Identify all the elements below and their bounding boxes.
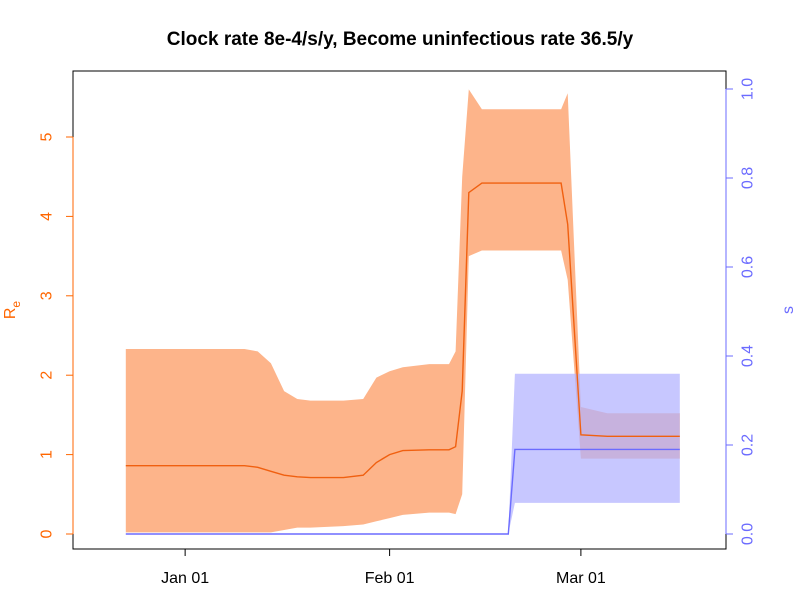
lines-layer <box>125 182 680 535</box>
chart-title: Clock rate 8e-4/s/y, Become uninfectious… <box>167 29 634 50</box>
x-tick-label: Mar 01 <box>556 570 606 587</box>
right-tick-label: 0.6 <box>740 256 757 278</box>
left-tick-label: 1 <box>39 450 56 459</box>
left-axis-label-main: R <box>2 308 19 320</box>
left-tick-label: 5 <box>39 132 56 141</box>
median-line-series-0 <box>125 182 680 479</box>
right-tick-label: 0.8 <box>740 167 757 189</box>
left-tick-label: 4 <box>39 212 56 221</box>
band-series-1 <box>125 373 680 534</box>
left-tick-label: 0 <box>39 529 56 538</box>
right-tick-label: 0.2 <box>740 434 757 456</box>
median-line-series-1 <box>125 448 680 535</box>
bands-layer <box>125 89 680 534</box>
x-tick-label: Feb 01 <box>365 570 415 587</box>
band-series-0 <box>125 89 680 533</box>
right-tick-label: 1.0 <box>740 78 757 100</box>
x-tick-label: Jan 01 <box>161 570 209 587</box>
left-tick-label: 3 <box>39 291 56 300</box>
right-tick-label: 0.0 <box>740 523 757 545</box>
right-tick-label: 0.4 <box>740 345 757 367</box>
left-axis-label: Re <box>2 301 23 320</box>
left-axis-label-subscript: e <box>9 301 23 308</box>
axes-layer: Jan 01 Feb 01 Mar 01 0 1 2 3 4 5 0.0 0.2 0.4 0.6 0.8 1… <box>39 78 757 587</box>
right-axis-label: s <box>780 306 797 314</box>
left-tick-label: 2 <box>39 371 56 380</box>
